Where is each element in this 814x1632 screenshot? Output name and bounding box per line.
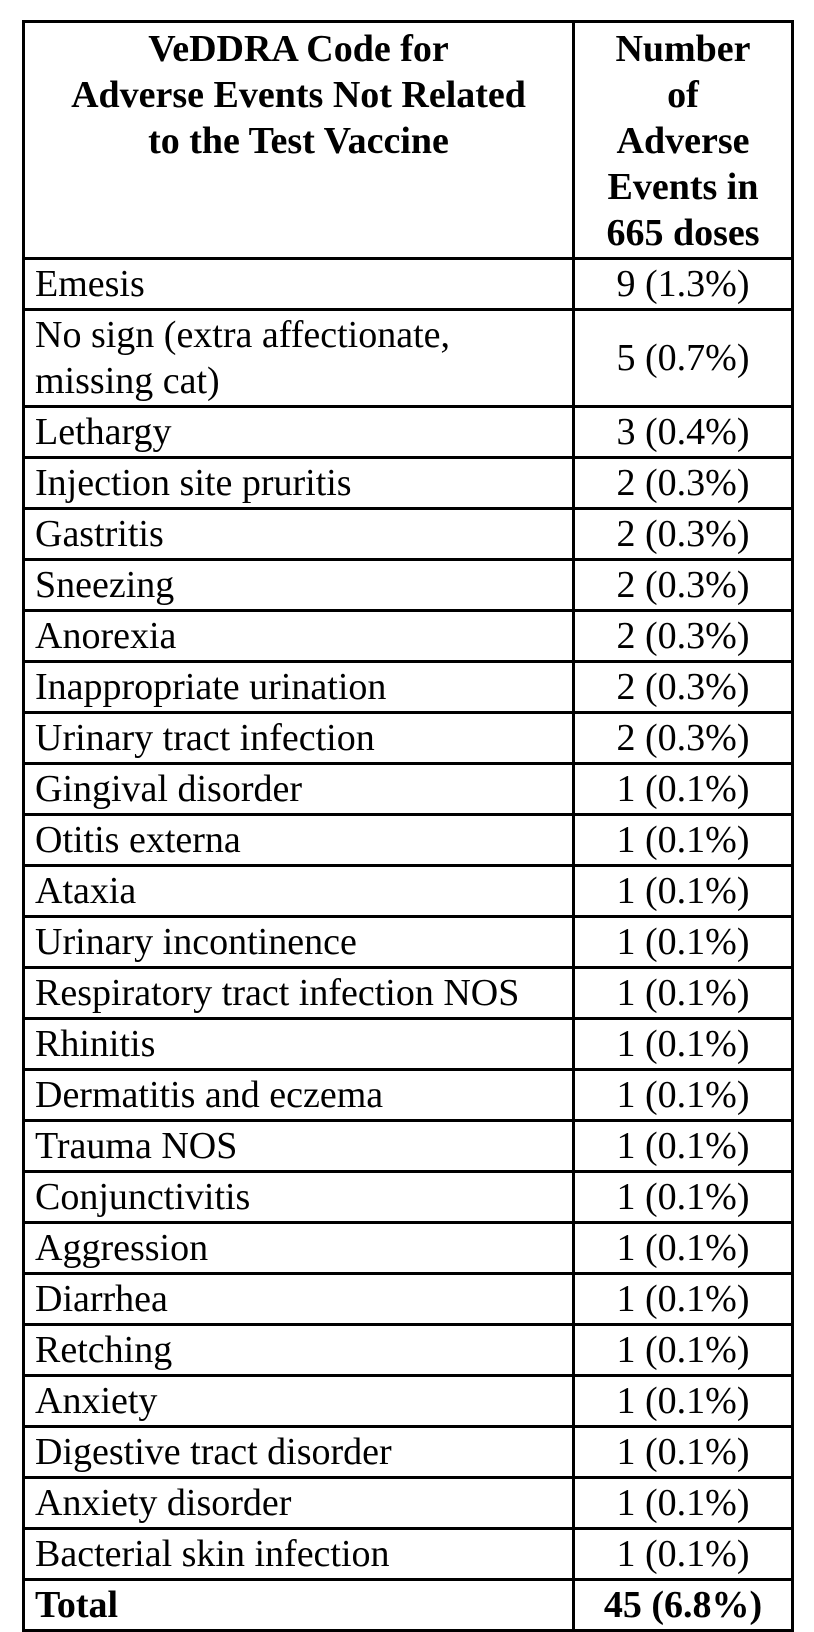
event-label: Digestive tract disorder [22,1425,575,1479]
table-row: Sneezing 2 (0.3%) [22,558,794,612]
event-label: Inappropriate urination [22,660,575,714]
event-count: 5 (0.7%) [572,308,794,408]
table-row: Rhinitis 1 (0.1%) [22,1017,794,1071]
table-row: Emesis 9 (1.3%) [22,257,794,311]
event-count: 2 (0.3%) [572,507,794,561]
event-count: 1 (0.1%) [572,1068,794,1122]
event-count: 2 (0.3%) [572,609,794,663]
event-count: 9 (1.3%) [572,257,794,311]
event-count: 2 (0.3%) [572,456,794,510]
event-label: Conjunctivitis [22,1170,575,1224]
table-row: Otitis externa 1 (0.1%) [22,813,794,867]
event-count: 1 (0.1%) [572,1476,794,1530]
adverse-events-table: VeDDRA Code for Adverse Events Not Relat… [22,20,794,1632]
event-count: 1 (0.1%) [572,915,794,969]
event-label: Otitis externa [22,813,575,867]
event-count: 2 (0.3%) [572,660,794,714]
event-label: Retching [22,1323,575,1377]
table-row: Anxiety 1 (0.1%) [22,1374,794,1428]
table-row: Trauma NOS 1 (0.1%) [22,1119,794,1173]
event-label: Gingival disorder [22,762,575,816]
event-label: Urinary tract infection [22,711,575,765]
table-footer: Total 45 (6.8%) [22,1578,794,1632]
table-body: Emesis 9 (1.3%) No sign (extra affectionat… [22,257,794,1581]
table-row: Gingival disorder 1 (0.1%) [22,762,794,816]
event-label: Injection site pruritis [22,456,575,510]
event-label: Aggression [22,1221,575,1275]
table-row: Digestive tract disorder 1 (0.1%) [22,1425,794,1479]
event-count: 1 (0.1%) [572,1425,794,1479]
event-count: 1 (0.1%) [572,762,794,816]
event-label: Anxiety disorder [22,1476,575,1530]
table-row: Urinary tract infection 2 (0.3%) [22,711,794,765]
event-count: 1 (0.1%) [572,1221,794,1275]
event-label: Respiratory tract infection NOS [22,966,575,1020]
table-row: Urinary incontinence 1 (0.1%) [22,915,794,969]
event-label: Diarrhea [22,1272,575,1326]
event-label: Dermatitis and eczema [22,1068,575,1122]
table-row: Ataxia 1 (0.1%) [22,864,794,918]
event-label: Anorexia [22,609,575,663]
event-label: Trauma NOS [22,1119,575,1173]
event-label: Lethargy [22,405,575,459]
header-row: VeDDRA Code for Adverse Events Not Relat… [22,20,794,260]
event-label: Bacterial skin infection [22,1527,575,1581]
table-row: Diarrhea 1 (0.1%) [22,1272,794,1326]
event-label: Gastritis [22,507,575,561]
event-label: Urinary incontinence [22,915,575,969]
total-count: 45 (6.8%) [572,1578,794,1632]
table-row: Inappropriate urination 2 (0.3%) [22,660,794,714]
event-count: 1 (0.1%) [572,1272,794,1326]
event-label: Sneezing [22,558,575,612]
event-count: 1 (0.1%) [572,1374,794,1428]
total-label: Total [22,1578,575,1632]
event-label: Rhinitis [22,1017,575,1071]
event-label: Emesis [22,257,575,311]
table-row: Anorexia 2 (0.3%) [22,609,794,663]
event-count: 1 (0.1%) [572,1323,794,1377]
event-count: 1 (0.1%) [572,1119,794,1173]
table-row: No sign (extra affectionate, missing cat… [22,308,794,408]
table-row: Respiratory tract infection NOS 1 (0.1%) [22,966,794,1020]
header-veddra-code: VeDDRA Code for Adverse Events Not Relat… [22,20,575,260]
table-row: Aggression 1 (0.1%) [22,1221,794,1275]
event-count: 1 (0.1%) [572,1170,794,1224]
table-row: Anxiety disorder 1 (0.1%) [22,1476,794,1530]
table-header: VeDDRA Code for Adverse Events Not Relat… [22,20,794,260]
table-row: Lethargy 3 (0.4%) [22,405,794,459]
event-count: 2 (0.3%) [572,558,794,612]
event-count: 1 (0.1%) [572,1527,794,1581]
event-count: 1 (0.1%) [572,864,794,918]
event-label: No sign (extra affectionate, missing cat… [22,308,575,408]
table-row: Conjunctivitis 1 (0.1%) [22,1170,794,1224]
event-count: 2 (0.3%) [572,711,794,765]
event-count: 3 (0.4%) [572,405,794,459]
event-count: 1 (0.1%) [572,1017,794,1071]
event-label: Ataxia [22,864,575,918]
event-label: Anxiety [22,1374,575,1428]
table-row: Bacterial skin infection 1 (0.1%) [22,1527,794,1581]
table-row: Dermatitis and eczema 1 (0.1%) [22,1068,794,1122]
table-row: Retching 1 (0.1%) [22,1323,794,1377]
event-count: 1 (0.1%) [572,813,794,867]
event-count: 1 (0.1%) [572,966,794,1020]
table-row: Gastritis 2 (0.3%) [22,507,794,561]
header-number-of-events: Number of Adverse Events in 665 doses [572,20,794,260]
total-row: Total 45 (6.8%) [22,1578,794,1632]
table-row: Injection site pruritis 2 (0.3%) [22,456,794,510]
